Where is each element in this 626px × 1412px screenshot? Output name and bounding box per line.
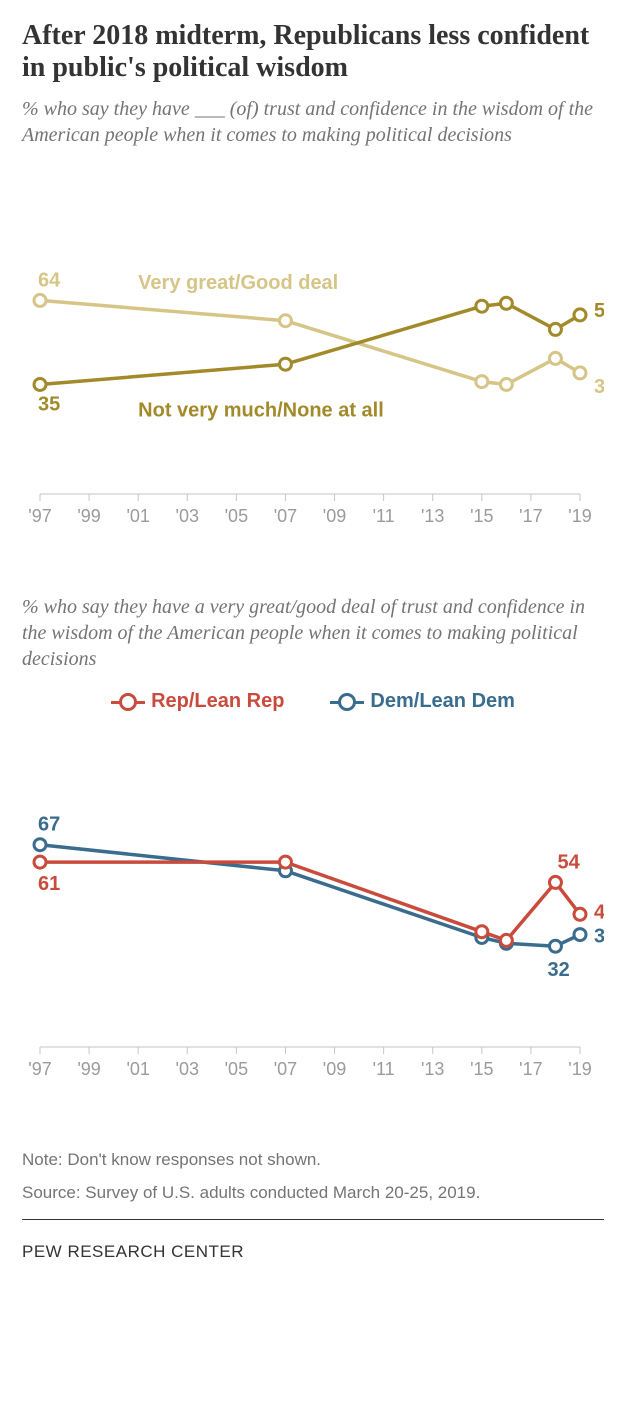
svg-text:32: 32 [547, 960, 569, 982]
svg-text:'97: '97 [28, 1059, 51, 1079]
svg-text:'07: '07 [274, 1059, 297, 1079]
svg-text:61: 61 [38, 873, 60, 895]
svg-text:35: 35 [38, 394, 60, 416]
chart-2: '97 '99 '01 '03 '05 '07 '09 '11 '13 '15 '17 '19 67 36… [22, 719, 604, 1139]
svg-text:'15: '15 [470, 506, 493, 526]
svg-text:'99: '99 [77, 506, 100, 526]
svg-text:'05: '05 [225, 506, 248, 526]
footer-text: PEW RESEARCH CENTER [22, 1242, 604, 1262]
svg-text:'15: '15 [470, 1059, 493, 1079]
svg-text:Not very much/None at all: Not very much/None at all [138, 400, 384, 422]
note-text: Note: Don't know responses not shown. [22, 1149, 604, 1172]
svg-text:'09: '09 [323, 1059, 346, 1079]
source-text: Source: Survey of U.S. adults conducted … [22, 1182, 604, 1205]
svg-text:'01: '01 [126, 1059, 149, 1079]
svg-text:59: 59 [594, 300, 604, 322]
legend: Rep/Lean Rep Dem/Lean Dem [22, 690, 604, 713]
legend-swatch-dem [330, 696, 364, 708]
svg-text:43: 43 [594, 902, 604, 924]
svg-text:'11: '11 [373, 506, 395, 526]
legend-dem: Dem/Lean Dem [330, 690, 515, 713]
svg-text:'13: '13 [421, 506, 444, 526]
svg-text:54: 54 [557, 852, 580, 874]
svg-text:'19: '19 [568, 1059, 591, 1079]
svg-text:'17: '17 [519, 506, 542, 526]
svg-text:'05: '05 [225, 1059, 248, 1079]
legend-rep-label: Rep/Lean Rep [151, 690, 284, 713]
svg-text:64: 64 [38, 270, 61, 292]
legend-dem-label: Dem/Lean Dem [370, 690, 515, 713]
svg-text:'97: '97 [28, 506, 51, 526]
svg-text:67: 67 [38, 814, 60, 836]
chart-title: After 2018 midterm, Republicans less con… [22, 20, 604, 84]
svg-text:'07: '07 [274, 506, 297, 526]
svg-text:'11: '11 [373, 1059, 395, 1079]
svg-text:36: 36 [594, 926, 604, 948]
legend-rep: Rep/Lean Rep [111, 690, 284, 713]
legend-swatch-rep [111, 696, 145, 708]
svg-text:'99: '99 [77, 1059, 100, 1079]
svg-text:Very great/Good deal: Very great/Good deal [138, 272, 338, 294]
chart-subtitle-2: % who say they have a very great/good de… [22, 594, 604, 672]
svg-text:'03: '03 [176, 1059, 199, 1079]
svg-text:'03: '03 [176, 506, 199, 526]
footer-rule [22, 1219, 604, 1220]
svg-text:'09: '09 [323, 506, 346, 526]
chart-1: '97 '99 '01 '03 '05 '07 '09 '11 '13 '15 '17 '19 64 39… [22, 166, 604, 586]
svg-text:'13: '13 [421, 1059, 444, 1079]
svg-text:'19: '19 [568, 506, 591, 526]
svg-text:39: 39 [594, 376, 604, 398]
svg-text:'01: '01 [126, 506, 149, 526]
chart-subtitle-1: % who say they have ___ (of) trust and c… [22, 96, 604, 148]
svg-text:'17: '17 [519, 1059, 542, 1079]
